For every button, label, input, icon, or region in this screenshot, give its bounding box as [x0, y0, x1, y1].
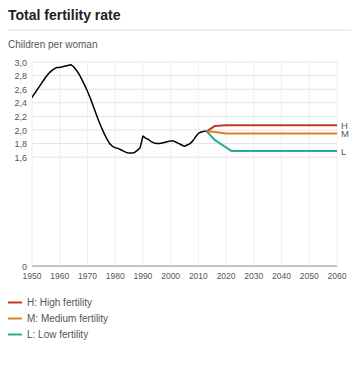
x-grid-line	[226, 62, 227, 266]
y-grid-line	[32, 157, 337, 158]
annotation: L	[341, 146, 346, 157]
x-grid-line	[337, 62, 338, 266]
x-grid-line	[309, 62, 310, 266]
legend: H: High fertility M: Medium fertility L: L…	[8, 297, 108, 340]
x-grid-line	[170, 62, 171, 266]
title: Total fertility rate	[8, 7, 121, 23]
x-tick-label: 2010	[189, 271, 208, 281]
series-line	[207, 131, 337, 151]
grid	[32, 62, 337, 266]
legend-entry: M: Medium fertility	[27, 313, 108, 324]
y-tick-label: 3,0	[14, 58, 27, 68]
x-grid-line	[59, 62, 60, 266]
x-tick-label: 2040	[272, 271, 291, 281]
x-grid-line	[142, 62, 143, 266]
y-tick-label: 2,0	[14, 126, 27, 136]
legend-entry: H: High fertility	[27, 297, 92, 308]
y-axis-label: Children per woman	[8, 39, 98, 50]
x-tick-label: 2000	[161, 271, 180, 281]
y-tick-label: 1,6	[14, 153, 27, 163]
x-tick-label: 2050	[300, 271, 319, 281]
x-tick-label: 1970	[78, 271, 97, 281]
x-tick-label: 1990	[133, 271, 152, 281]
y-grid-line	[32, 266, 337, 267]
y-grid-line	[32, 62, 337, 63]
y-grid-line	[32, 89, 337, 90]
series-line	[207, 131, 337, 133]
series-line	[32, 65, 207, 153]
x-tick-label: 2020	[217, 271, 236, 281]
x-grid-line	[115, 62, 116, 266]
x-tick-label: 1950	[23, 271, 42, 281]
y-tick-label: 2,2	[14, 112, 27, 122]
x-tick-label: 2060	[328, 271, 347, 281]
y-grid-line	[32, 75, 337, 76]
series-line	[207, 125, 337, 131]
background	[0, 0, 359, 376]
x-tick-label: 2030	[244, 271, 263, 281]
x-grid-line	[32, 62, 33, 266]
legend-swatch	[8, 334, 22, 336]
y-tick-label: 0	[22, 262, 27, 272]
y-grid-line	[32, 116, 337, 117]
series-group	[32, 65, 337, 153]
chart: Total fertility rateChildren per woman01…	[0, 0, 359, 376]
legend-swatch	[8, 302, 22, 304]
x-axis-line	[32, 266, 337, 267]
axes: 0 1,6 1,8 2,0 2,2 2,4 2,6 2,8 3,0 1950 1960 1970 198…	[14, 58, 346, 282]
y-grid-line	[32, 130, 337, 131]
x-tick-label: 1960	[50, 271, 69, 281]
x-grid-line	[253, 62, 254, 266]
y-grid-line	[32, 102, 337, 103]
y-grid-line	[32, 143, 337, 144]
annotation: M	[341, 128, 349, 139]
y-tick-label: 2,6	[14, 85, 27, 95]
x-grid-line	[198, 62, 199, 266]
y-tick-label: 2,4	[14, 98, 27, 108]
x-tick-label: 1980	[106, 271, 125, 281]
legend-swatch	[8, 318, 22, 320]
x-grid-line	[281, 62, 282, 266]
y-tick-label: 1,8	[14, 139, 27, 149]
title-rule	[8, 30, 351, 31]
legend-entry: L: Low fertility	[27, 329, 88, 340]
y-tick-label: 2,8	[14, 71, 27, 81]
